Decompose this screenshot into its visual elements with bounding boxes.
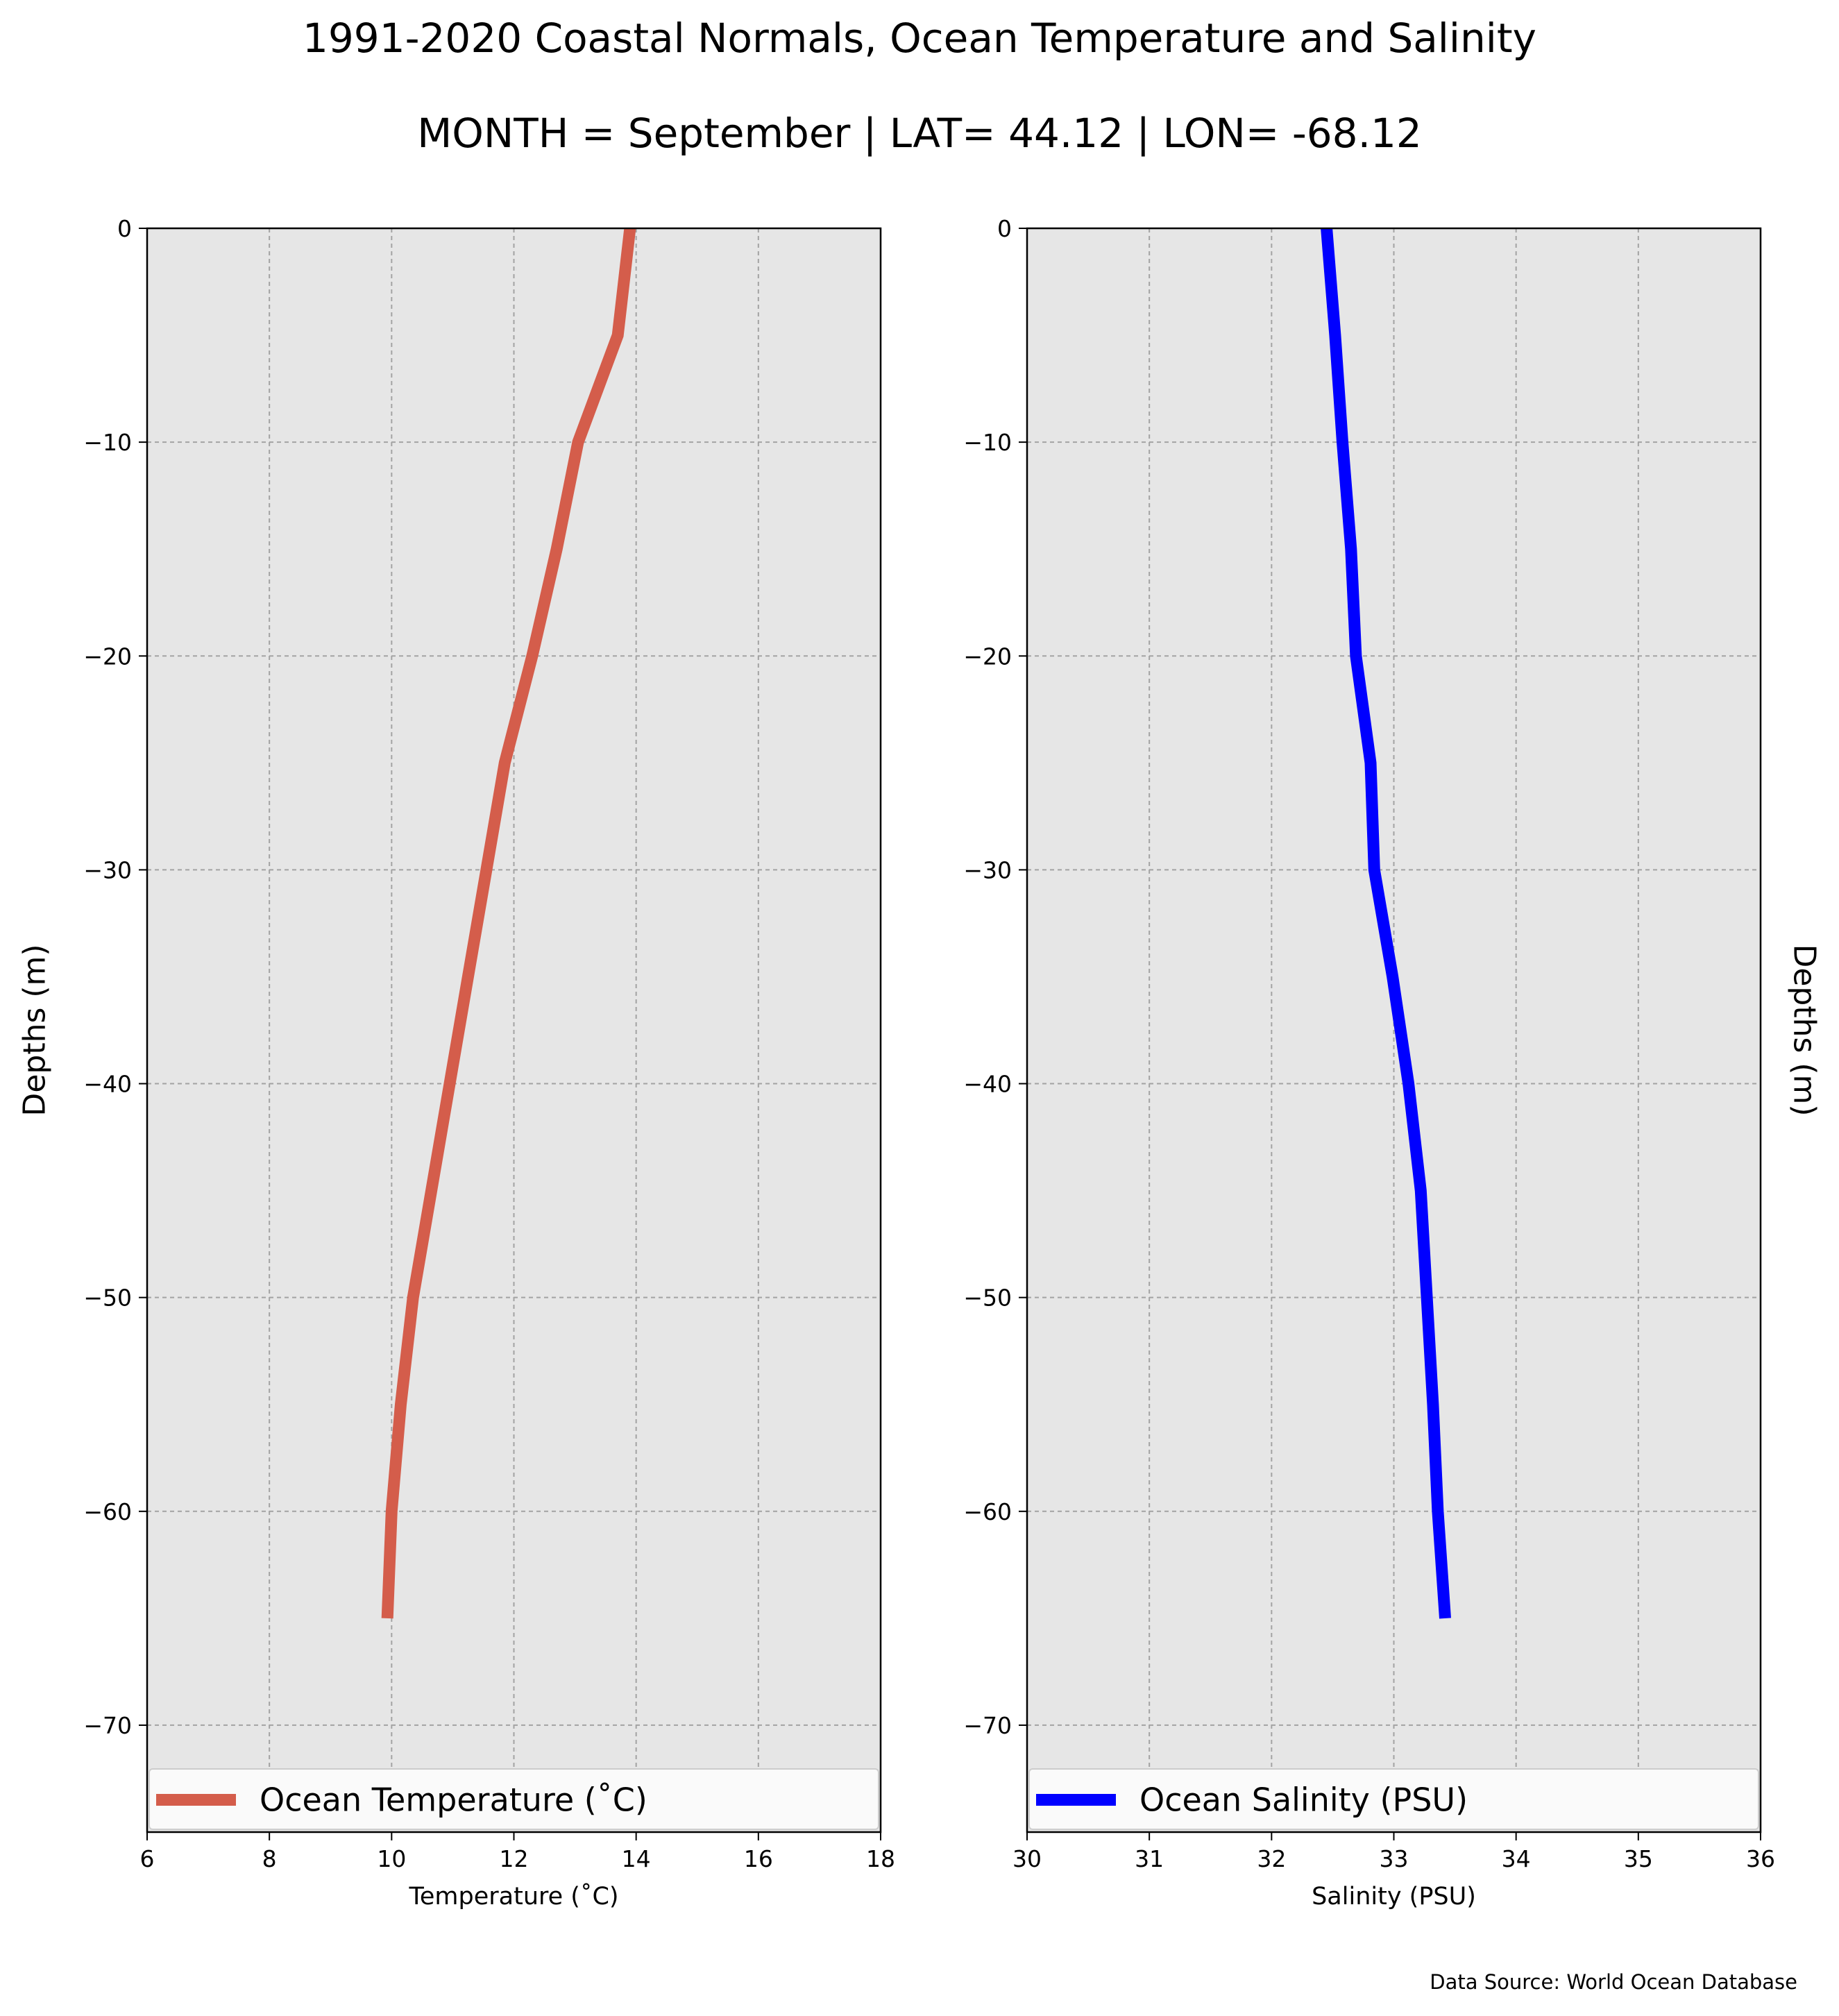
salinity-x-tick-label: 30 bbox=[1012, 1845, 1042, 1872]
salinity-x-tick-label: 34 bbox=[1502, 1845, 1531, 1872]
salinity-y-tick-label: −40 bbox=[963, 1071, 1012, 1098]
salinity-y-tick-label: −30 bbox=[963, 856, 1012, 883]
salinity-y-tick-label: −20 bbox=[963, 643, 1012, 670]
temperature-x-tick-label: 16 bbox=[744, 1845, 773, 1872]
salinity-x-tick-label: 31 bbox=[1135, 1845, 1164, 1872]
salinity-panel: Ocean Salinity (PSU) 30 31 32 33 34 35 36 0 −10 −2… bbox=[963, 215, 1822, 1911]
salinity-y-tick-label: −70 bbox=[963, 1712, 1012, 1739]
temperature-x-tick-label: 18 bbox=[866, 1845, 895, 1872]
temperature-x-tick-label: 12 bbox=[500, 1845, 529, 1872]
temperature-y-tick-label: −40 bbox=[83, 1071, 132, 1098]
salinity-x-tick-label: 35 bbox=[1624, 1845, 1653, 1872]
temperature-y-tick-label: −70 bbox=[83, 1712, 132, 1739]
temperature-x-axis-label: Temperature (˚C) bbox=[408, 1882, 618, 1911]
chart-title: 1991-2020 Coastal Normals, Ocean Tempera… bbox=[303, 15, 1536, 62]
temperature-y-axis-label: Depths (m) bbox=[17, 944, 53, 1116]
salinity-series-line bbox=[1321, 228, 1451, 1619]
temperature-legend-box bbox=[149, 1768, 879, 1830]
salinity-x-axis-label: Salinity (PSU) bbox=[1312, 1883, 1476, 1911]
salinity-y-tick-label: −60 bbox=[963, 1498, 1012, 1525]
salinity-y-axis-label: Depths (m) bbox=[1787, 944, 1822, 1116]
salinity-x-tick-label: 36 bbox=[1746, 1845, 1775, 1872]
chart-subtitle: MONTH = September | LAT= 44.12 | LON= -6… bbox=[417, 110, 1422, 157]
temperature-panel: Ocean Temperature (˚C) 6 8 10 12 14 16 18 0 −10 −2… bbox=[17, 215, 896, 1911]
data-source-note: Data Source: World Ocean Database bbox=[1430, 1970, 1797, 1994]
salinity-x-tick-label: 33 bbox=[1380, 1845, 1409, 1872]
temperature-x-tick-label: 14 bbox=[622, 1845, 651, 1872]
temperature-x-tick-label: 10 bbox=[377, 1845, 406, 1872]
salinity-legend-label: Ocean Salinity (PSU) bbox=[1139, 1781, 1468, 1819]
temperature-x-tick-label: 8 bbox=[262, 1845, 277, 1872]
temperature-series-line bbox=[381, 228, 636, 1619]
temperature-y-tick-label: −30 bbox=[83, 856, 132, 883]
salinity-x-tick-label: 32 bbox=[1257, 1845, 1286, 1872]
temperature-y-tick-label: −20 bbox=[83, 643, 132, 670]
salinity-y-tick-label: −10 bbox=[963, 429, 1012, 456]
salinity-legend-box bbox=[1028, 1768, 1759, 1830]
temperature-y-tick-label: −50 bbox=[83, 1285, 132, 1312]
salinity-y-tick-label: −50 bbox=[963, 1285, 1012, 1312]
temperature-y-tick-label: −60 bbox=[83, 1498, 132, 1525]
temperature-y-tick-label: −10 bbox=[83, 429, 132, 456]
temperature-y-tick-label: 0 bbox=[117, 215, 132, 242]
temperature-legend-label: Ocean Temperature (˚C) bbox=[260, 1781, 647, 1819]
temperature-x-tick-label: 6 bbox=[140, 1845, 155, 1872]
salinity-y-tick-label: 0 bbox=[997, 215, 1012, 242]
